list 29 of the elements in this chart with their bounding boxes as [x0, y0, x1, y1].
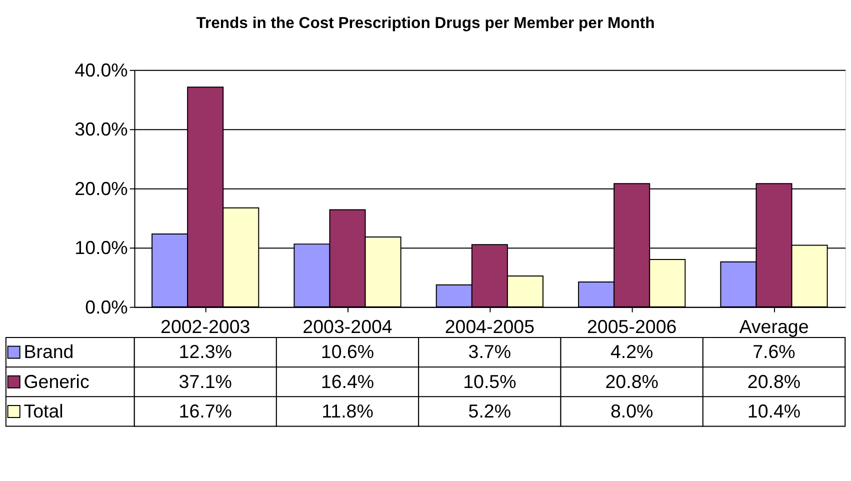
x-tick-label: 2003-2004	[302, 316, 392, 338]
data-label: 8.0%	[610, 400, 654, 422]
data-label: 5.2%	[468, 400, 512, 422]
data-label: 16.7%	[178, 400, 232, 422]
x-tick-label: 2002-2003	[160, 316, 250, 338]
y-tick-label: 40.0%	[74, 59, 128, 80]
legend-label: Brand	[24, 341, 74, 362]
data-label: 3.7%	[468, 341, 512, 362]
data-label: 10.4%	[747, 400, 801, 422]
data-label: 12.3%	[178, 341, 232, 362]
data-label: 16.4%	[320, 370, 374, 392]
y-tick-label: 20.0%	[74, 178, 128, 199]
y-tick-label: 30.0%	[74, 118, 128, 140]
x-tick-label: Average	[739, 316, 809, 338]
data-label: 20.8%	[747, 370, 801, 392]
data-label: 4.2%	[610, 341, 654, 362]
legend-label: Total	[24, 400, 64, 422]
x-tick-label: 2004-2005	[444, 316, 535, 338]
data-label: 10.5%	[463, 370, 516, 392]
data-label: 11.8%	[322, 400, 374, 422]
y-tick-label: 0.0%	[85, 296, 128, 318]
chart-title: Trends in the Cost Prescription Drugs per Member per Month	[196, 14, 655, 32]
y-tick-label: 10.0%	[74, 237, 128, 258]
data-label: 7.6%	[752, 341, 796, 362]
data-label: 20.8%	[605, 370, 658, 392]
legend-label: Generic	[24, 370, 90, 392]
data-label: 10.6%	[320, 341, 374, 362]
data-label: 37.1%	[178, 370, 232, 392]
x-tick-label: 2005-2006	[586, 316, 677, 338]
